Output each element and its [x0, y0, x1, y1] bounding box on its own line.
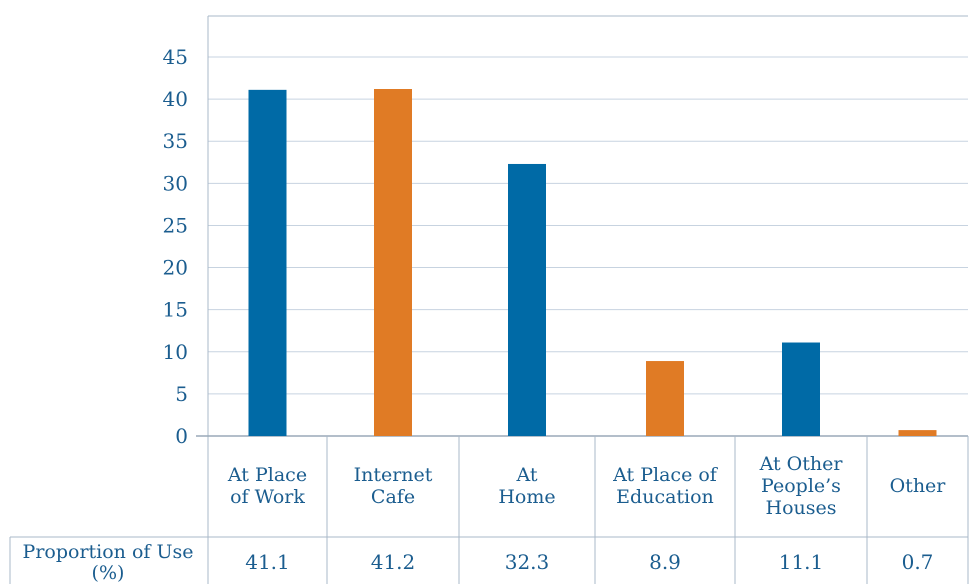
bar — [374, 89, 412, 436]
bar — [248, 89, 287, 436]
y-tick-label: 25 — [163, 213, 188, 237]
value-label: 41.1 — [245, 550, 290, 574]
bar — [898, 430, 937, 436]
y-axis-ticks: 0 5 10 15 20 25 30 35 40 45 — [163, 45, 188, 448]
y-tick-label: 30 — [163, 171, 188, 195]
category-label: Internet Cafe — [354, 464, 433, 508]
table-row-header: Proportion of Use (%) — [23, 541, 194, 584]
y-tick-label: 45 — [163, 45, 188, 69]
value-label: 41.2 — [371, 550, 416, 574]
y-tick-label: 35 — [163, 129, 188, 153]
value-label: 0.7 — [902, 550, 934, 574]
value-label: 11.1 — [779, 550, 824, 574]
bar — [782, 342, 820, 436]
category-label: At Place of Work — [227, 464, 307, 508]
value-label: 8.9 — [649, 550, 681, 574]
bar-layer — [248, 89, 937, 436]
y-tick-label: 0 — [175, 424, 188, 448]
table-frame — [9, 15, 969, 584]
y-tick-label: 5 — [175, 382, 188, 406]
bar — [646, 361, 684, 436]
bar — [508, 163, 546, 436]
value-label: 32.3 — [505, 550, 550, 574]
category-labels: At Place of Work Internet Cafe At Home At Plac… — [227, 453, 946, 519]
value-row: 41.1 41.2 32.3 8.9 11.1 0.7 — [245, 550, 933, 574]
y-tick-label: 10 — [163, 340, 188, 364]
category-label: At Home — [498, 464, 555, 508]
row-header-label: Proportion of Use (%) — [23, 541, 194, 584]
category-label: Other — [890, 475, 947, 497]
y-tick-label: 40 — [163, 87, 188, 111]
y-tick-label: 20 — [163, 256, 188, 280]
category-label: At Place of Education — [612, 464, 719, 508]
category-label: At Other People’s Houses — [759, 453, 844, 519]
grid-layer — [208, 56, 968, 395]
y-tick-label: 15 — [163, 298, 188, 322]
